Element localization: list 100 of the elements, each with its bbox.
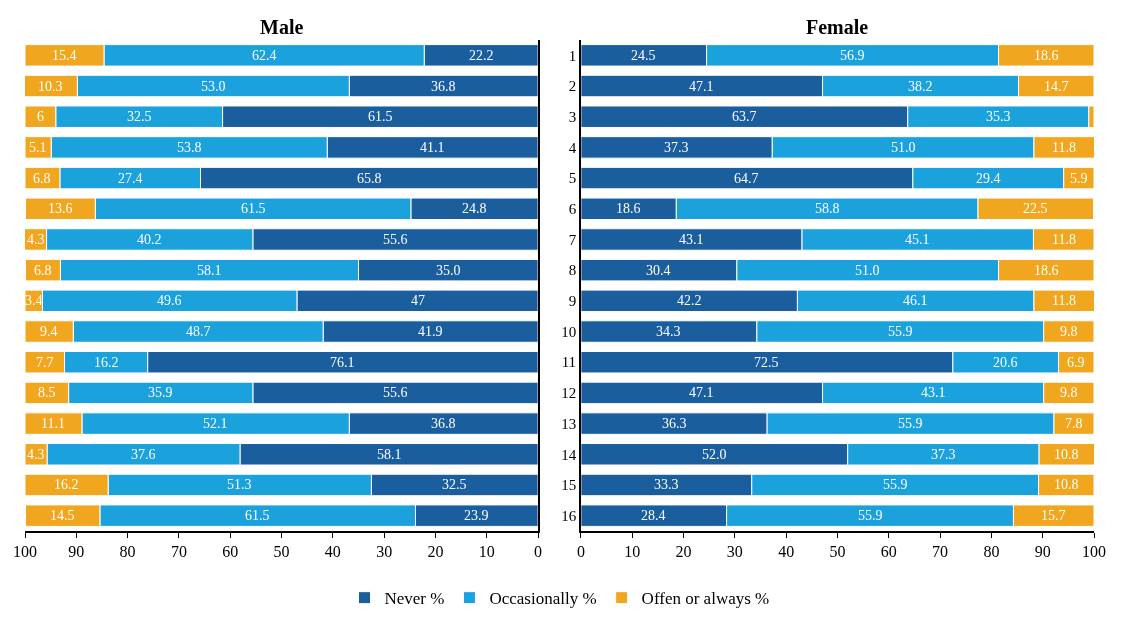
chart-title: Male (260, 16, 304, 38)
x-tick-label: 40 (778, 542, 795, 560)
data-label: 61.5 (245, 508, 270, 523)
data-label: 14.7 (1044, 79, 1069, 94)
x-tick-label: 0 (576, 542, 585, 560)
data-label: 61.5 (241, 201, 266, 216)
x-tick-label: 40 (324, 542, 341, 560)
x-tick-label: 30 (726, 542, 743, 560)
data-label: 43.1 (679, 232, 704, 247)
data-label: 35.0 (436, 263, 461, 278)
data-label: 32.5 (442, 477, 467, 492)
data-label: 6.9 (1067, 355, 1085, 370)
data-label: 9.4 (40, 324, 58, 339)
x-tick-label: 20 (675, 542, 692, 560)
legend-label: Occasionally % (489, 589, 597, 609)
data-label: 63.7 (732, 109, 757, 124)
data-label: 61.5 (368, 109, 393, 124)
legend-label: Never % (384, 589, 445, 609)
y-tick-label: 4 (568, 139, 577, 156)
data-label: 8.5 (38, 385, 56, 400)
data-label: 41.1 (420, 140, 445, 155)
data-label: 35.3 (986, 109, 1011, 124)
data-label: 30.4 (646, 263, 671, 278)
data-label: 10.8 (1054, 447, 1079, 462)
x-tick-label: 100 (1082, 542, 1106, 560)
data-label: 53.0 (201, 79, 226, 94)
data-label: 13.6 (48, 201, 73, 216)
y-tick-label: 14 (561, 446, 577, 463)
data-label: 15.4 (52, 48, 77, 63)
y-tick-label: 12 (561, 385, 577, 402)
data-label: 29.4 (976, 171, 1001, 186)
data-label: 34.3 (656, 324, 681, 339)
data-label: 55.6 (383, 232, 408, 247)
data-label: 6.8 (34, 263, 52, 278)
data-label: 41.9 (418, 324, 443, 339)
data-label: 36.8 (431, 79, 456, 94)
data-label: 43.1 (921, 385, 946, 400)
data-label: 55.9 (898, 416, 923, 431)
data-label: 15.7 (1041, 508, 1066, 523)
x-tick-label: 60 (880, 542, 897, 560)
x-tick-label: 10 (624, 542, 641, 560)
data-label: 27.4 (118, 171, 143, 186)
data-label: 10.8 (1054, 477, 1079, 492)
x-tick-label: 20 (427, 542, 444, 560)
data-label: 45.1 (905, 232, 930, 247)
data-label: 46.1 (903, 293, 928, 308)
data-label: 5.1 (29, 140, 47, 155)
data-label: 65.8 (357, 171, 382, 186)
data-label: 52.1 (203, 416, 228, 431)
data-label: 51.0 (855, 263, 880, 278)
data-label: 28.4 (641, 508, 666, 523)
y-tick-label: 3 (568, 108, 577, 125)
y-tick-label: 11 (561, 354, 577, 371)
y-tick-label: 15 (561, 477, 577, 494)
data-label: 47.1 (689, 385, 714, 400)
data-label: 4.3 (27, 447, 45, 462)
y-tick-label: 6 (568, 201, 577, 218)
data-label: 14.5 (50, 508, 75, 523)
y-tick-label: 10 (561, 323, 577, 340)
y-tick-label: 8 (568, 262, 577, 279)
data-label: 7.8 (1065, 416, 1083, 431)
x-tick-label: 90 (1034, 542, 1051, 560)
y-tick-label: 9 (568, 293, 577, 310)
data-label: 18.6 (1034, 48, 1059, 63)
data-label: 32.5 (127, 109, 152, 124)
data-label: 6 (37, 109, 44, 124)
data-label: 22.5 (1023, 201, 1048, 216)
data-label: 18.6 (616, 201, 641, 216)
data-label: 37.3 (931, 447, 956, 462)
data-label: 37.3 (664, 140, 689, 155)
data-label: 38.2 (908, 79, 933, 94)
data-label: 23.9 (464, 508, 489, 523)
data-label: 16.2 (94, 355, 119, 370)
x-tick-label: 50 (273, 542, 290, 560)
data-label: 49.6 (157, 293, 182, 308)
x-tick-label: 80 (119, 542, 136, 560)
data-label: 52.0 (702, 447, 727, 462)
data-label: 11.8 (1052, 232, 1076, 247)
data-label: 58.1 (197, 263, 222, 278)
data-label: 24.5 (631, 48, 656, 63)
data-label: 48.7 (186, 324, 211, 339)
x-tick-label: 70 (170, 542, 187, 560)
data-label: 11.1 (41, 416, 65, 431)
data-label: 64.7 (734, 171, 759, 186)
data-label: 58.1 (377, 447, 402, 462)
data-label: 20.6 (993, 355, 1018, 370)
data-label: 11.8 (1052, 293, 1076, 308)
y-tick-label: 1 (568, 47, 577, 64)
chart-title: Female (806, 16, 869, 38)
data-label: 58.8 (815, 201, 840, 216)
data-label: 16.2 (54, 477, 79, 492)
data-label: 9.8 (1060, 324, 1078, 339)
data-label: 72.5 (754, 355, 779, 370)
data-label: 51.0 (891, 140, 916, 155)
x-tick-label: 70 (932, 542, 949, 560)
data-label: 33.3 (654, 477, 679, 492)
data-label: 5.9 (1070, 171, 1088, 186)
data-label: 47 (411, 293, 425, 308)
data-label: 55.9 (883, 477, 908, 492)
data-label: 40.2 (137, 232, 162, 247)
